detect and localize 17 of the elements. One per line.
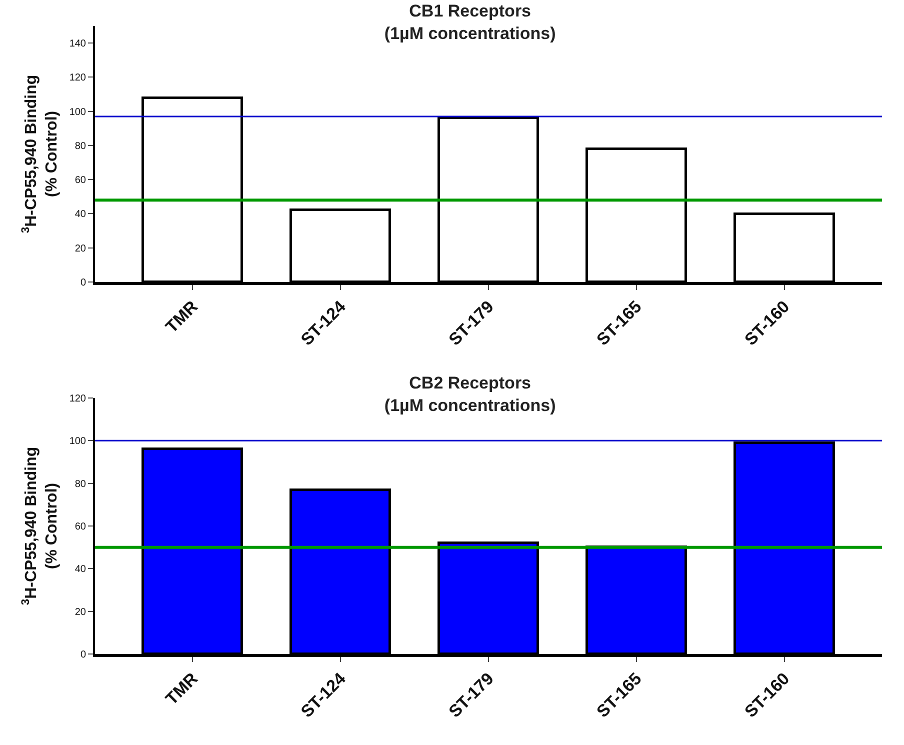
y-tick-label: 80 xyxy=(74,478,86,490)
y-tick-label: 60 xyxy=(74,175,86,186)
y-tick-label: 20 xyxy=(74,606,86,618)
y-tick-label: 40 xyxy=(74,209,86,220)
y-tick-label: 0 xyxy=(80,650,86,660)
y-tick-label: 120 xyxy=(69,394,86,404)
y-tick-label: 100 xyxy=(69,436,86,448)
y-tick-label: 140 xyxy=(69,38,86,50)
y-tick-label: 40 xyxy=(74,564,86,576)
y-tick-label: 20 xyxy=(74,243,86,254)
chart-title: CB2 Receptors (1µM concentrations) xyxy=(384,374,556,415)
y-tick-label: 100 xyxy=(69,106,86,118)
chart-title: CB1 Receptors (1µM concentrations) xyxy=(384,2,556,43)
y-tick-label: 120 xyxy=(69,72,86,84)
y-tick-label: 0 xyxy=(80,278,86,288)
y-tick-label: 60 xyxy=(74,522,86,532)
y-tick-label: 80 xyxy=(74,140,86,152)
